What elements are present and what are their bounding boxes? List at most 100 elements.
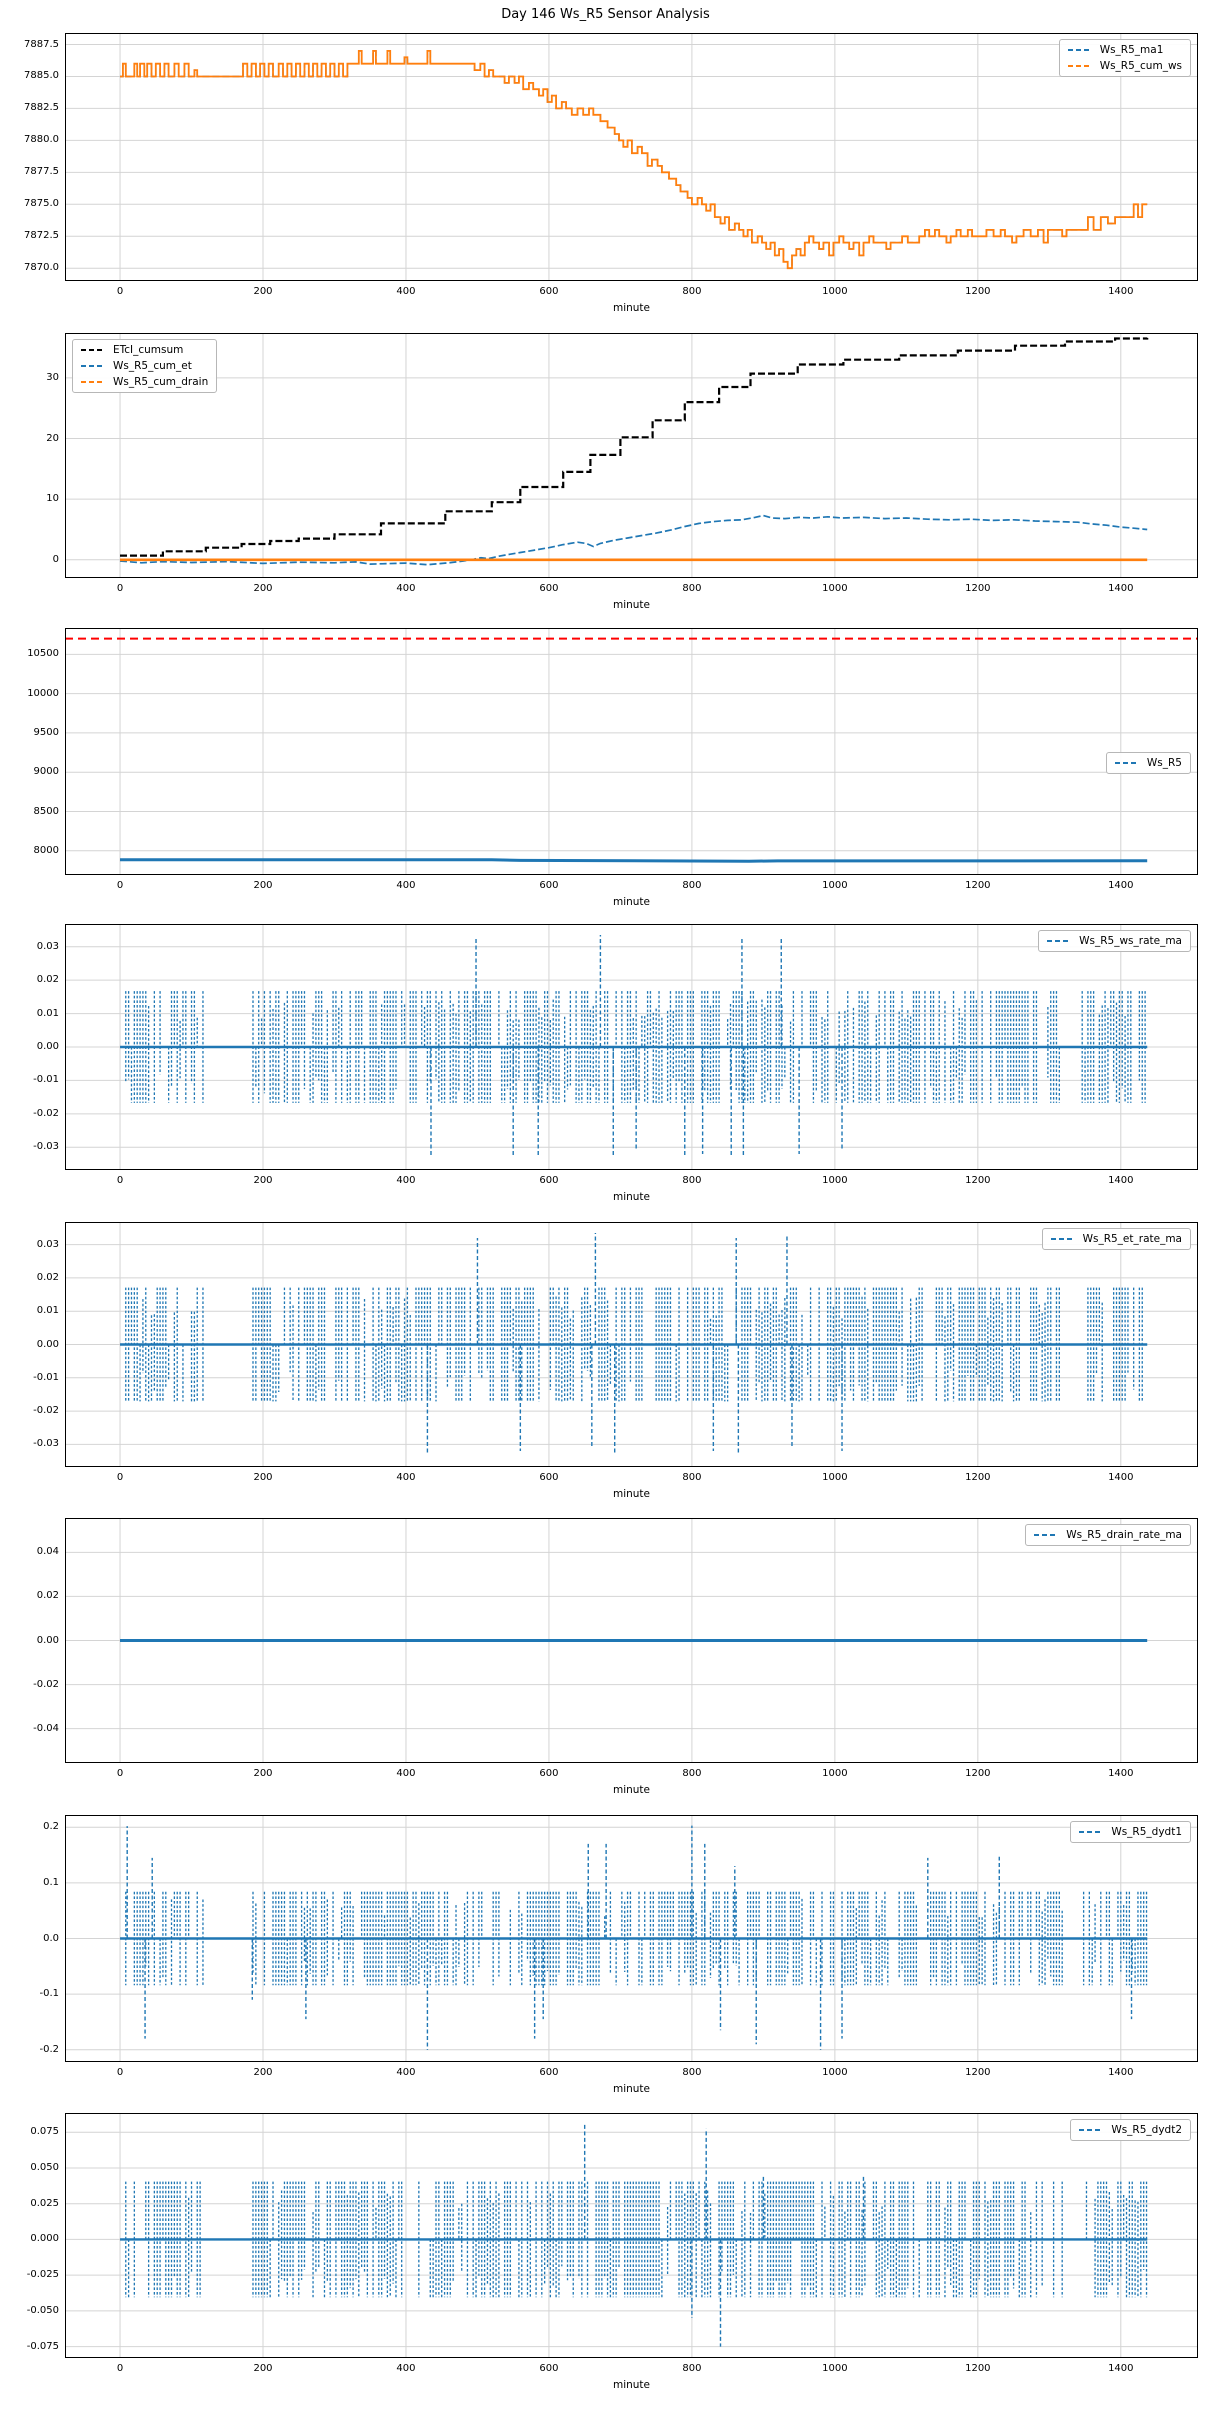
y-tick-label: 20 (46, 432, 59, 444)
legend-dash-swatch (1067, 49, 1092, 51)
y-tick-label: -0.075 (26, 2340, 59, 2352)
y-tick-label: 7885.0 (24, 70, 59, 82)
plot-border (65, 2113, 1198, 2358)
x-tick-label: 0 (116, 2067, 124, 2078)
x-tick-label: 1000 (822, 880, 848, 891)
x-axis-label: minute (612, 896, 651, 908)
x-tick-label: 200 (253, 2067, 273, 2078)
x-tick-label: 400 (396, 286, 416, 297)
y-tick-label: -0.2 (39, 2043, 59, 2055)
x-tick-label: 200 (253, 1175, 273, 1186)
x-tick-label: 0 (116, 880, 124, 891)
plot-border (65, 33, 1198, 281)
x-tick-label: 1200 (965, 1472, 991, 1483)
x-axis-label: minute (612, 2083, 651, 2095)
x-tick-label: 1400 (1108, 1175, 1134, 1186)
legend-entry: ETcI_cumsum (80, 342, 208, 358)
legend-dash-swatch (1047, 940, 1072, 942)
x-tick-label: 400 (396, 583, 416, 594)
y-tick-label: 0.0 (43, 1932, 59, 1944)
legend-entry: Ws_R5_dydt2 (1078, 2122, 1182, 2138)
legend: Ws_R5_et_rate_ma (1041, 1228, 1191, 1250)
y-tick-label: -0.025 (26, 2269, 59, 2281)
legend: Ws_R5_dydt1 (1070, 1821, 1191, 1843)
y-tick-label: 0.02 (36, 974, 59, 986)
x-tick-label: 1000 (822, 1768, 848, 1779)
y-tick-label: 7870.0 (24, 262, 59, 274)
x-tick-label: 400 (396, 2363, 416, 2374)
legend-dash-swatch (1079, 1831, 1104, 1833)
x-tick-label: 1400 (1108, 2363, 1134, 2374)
y-tick-label: -0.04 (33, 1722, 59, 1734)
y-tick-label: -0.1 (39, 1988, 59, 2000)
legend-label: Ws_R5_cum_drain (113, 376, 209, 388)
y-tick-label: 0 (52, 553, 59, 565)
y-tick-label: -0.02 (33, 1405, 59, 1417)
x-tick-label: 0 (116, 286, 124, 297)
legend-dash-swatch (81, 365, 105, 367)
x-tick-label: 1000 (822, 1175, 848, 1186)
x-tick-label: 400 (396, 880, 416, 891)
y-tick-label: 0.025 (30, 2197, 59, 2209)
x-tick-label: 1000 (822, 2363, 848, 2374)
plot-area (65, 333, 1198, 578)
x-tick-label: 800 (682, 2067, 702, 2078)
series-ETcI_cumsum (120, 337, 1149, 557)
y-tick-label: 7882.5 (24, 102, 59, 114)
legend-dash-swatch (1067, 65, 1092, 67)
legend: Ws_R5_drain_rate_ma (1025, 1524, 1191, 1546)
x-tick-label: 1200 (965, 1175, 991, 1186)
y-tick-label: 0.01 (36, 1007, 59, 1019)
x-tick-label: 200 (253, 1472, 273, 1483)
y-tick-label: 7887.5 (24, 38, 59, 50)
plot-border (65, 1518, 1198, 1763)
x-tick-label: 800 (682, 2363, 702, 2374)
plot-border (65, 1222, 1198, 1467)
legend-label: Ws_R5_ws_rate_ma (1079, 935, 1182, 947)
x-tick-label: 600 (539, 1472, 559, 1483)
x-tick-label: 1200 (965, 2067, 991, 2078)
legend-entry: Ws_R5 (1114, 755, 1182, 771)
legend-label: ETcI_cumsum (113, 344, 184, 356)
y-tick-label: 0.000 (30, 2233, 59, 2245)
x-tick-label: 600 (539, 583, 559, 594)
x-tick-label: 800 (682, 880, 702, 891)
y-tick-label: 0.00 (36, 1041, 59, 1052)
x-tick-label: 1400 (1108, 880, 1134, 891)
legend-label: Ws_R5_cum_ws (1099, 60, 1182, 72)
plot-area (65, 33, 1198, 281)
x-tick-label: 1000 (822, 286, 848, 297)
x-tick-label: 1400 (1108, 2067, 1134, 2078)
figure-title: Day 146 Ws_R5 Sensor Analysis (501, 7, 710, 22)
x-tick-label: 0 (116, 1472, 124, 1483)
x-tick-label: 600 (539, 2067, 559, 2078)
x-tick-label: 800 (682, 1175, 702, 1186)
x-tick-label: 200 (253, 880, 273, 891)
x-tick-label: 1200 (965, 880, 991, 891)
legend-entry: Ws_R5_ws_rate_ma (1046, 933, 1182, 949)
y-tick-label: 0.00 (36, 1634, 59, 1646)
x-tick-label: 0 (116, 583, 124, 594)
x-tick-label: 1200 (965, 1768, 991, 1779)
y-tick-label: 10 (46, 493, 59, 505)
legend-entry: Ws_R5_cum_ws (1067, 58, 1182, 74)
x-tick-label: 1400 (1108, 583, 1134, 594)
y-tick-label: 0.04 (36, 1546, 59, 1558)
x-tick-label: 400 (396, 1472, 416, 1483)
x-tick-label: 1200 (965, 583, 991, 594)
legend-entry: Ws_R5_cum_et (80, 358, 208, 374)
x-tick-label: 0 (116, 1768, 124, 1779)
y-tick-label: -0.03 (33, 1438, 59, 1450)
x-tick-label: 400 (396, 1768, 416, 1779)
y-tick-label: 0.02 (36, 1271, 59, 1283)
legend-label: Ws_R5_et_rate_ma (1082, 1233, 1182, 1245)
x-tick-label: 800 (682, 583, 702, 594)
x-tick-label: 600 (539, 2363, 559, 2374)
y-tick-label: 7875.0 (24, 198, 59, 210)
y-tick-label: 10000 (27, 687, 59, 699)
y-tick-label: -0.02 (33, 1678, 59, 1690)
legend-label: Ws_R5_dydt1 (1111, 1826, 1182, 1838)
plot-border (65, 924, 1198, 1170)
y-tick-label: 8500 (33, 805, 59, 817)
